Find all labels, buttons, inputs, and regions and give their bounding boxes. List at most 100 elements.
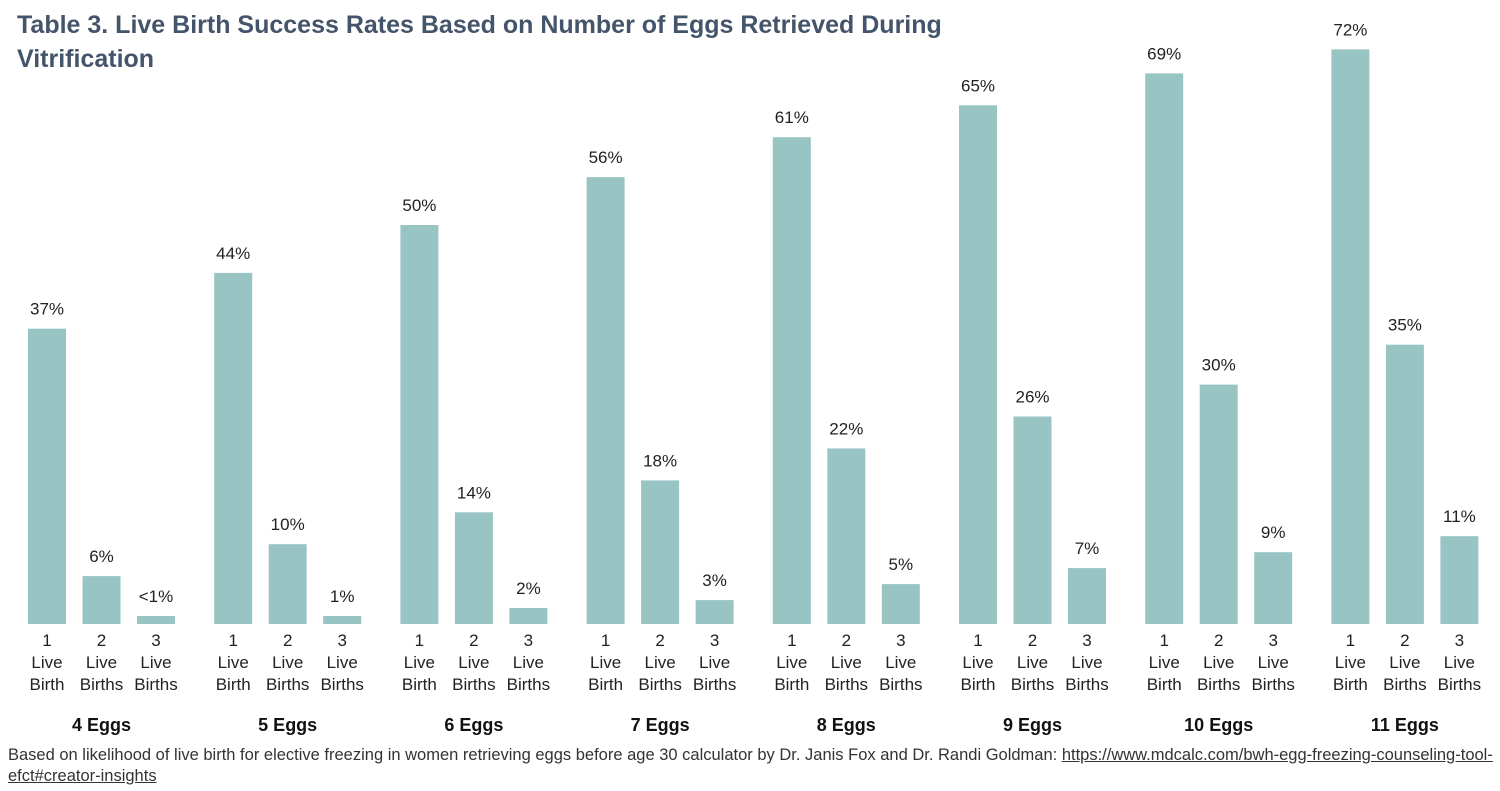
category-label: 3 xyxy=(896,631,905,650)
category-label: Birth xyxy=(402,675,437,694)
group-label: 7 Eggs xyxy=(631,715,690,735)
bar xyxy=(82,576,121,624)
category-label: 2 xyxy=(1028,631,1037,650)
bar xyxy=(1068,568,1106,624)
bar-value-label: 61% xyxy=(775,108,809,127)
bar xyxy=(1254,552,1293,624)
category-label: 2 xyxy=(283,631,292,650)
bar-value-label: 35% xyxy=(1388,316,1422,335)
category-label: Birth xyxy=(961,675,996,694)
bar-value-label: 14% xyxy=(457,483,491,502)
category-label: Birth xyxy=(1147,675,1182,694)
bar-value-label: 26% xyxy=(1015,388,1049,407)
bar xyxy=(1199,384,1238,624)
chart-title: Table 3. Live Birth Success Rates Based … xyxy=(17,11,942,73)
category-label: Birth xyxy=(774,675,809,694)
bar-value-label: 2% xyxy=(516,579,541,598)
bar-value-label: 37% xyxy=(30,300,64,319)
bar-value-label: 65% xyxy=(961,76,995,95)
category-label: Births xyxy=(1065,675,1108,694)
category-label: 3 xyxy=(1455,631,1464,650)
bar-value-label: 56% xyxy=(589,148,623,167)
category-label: 3 xyxy=(710,631,719,650)
category-label: Births xyxy=(825,675,868,694)
bar xyxy=(772,137,811,624)
category-label: 2 xyxy=(842,631,851,650)
category-label: Birth xyxy=(30,675,65,694)
category-label: Births xyxy=(507,675,550,694)
bar-value-label: <1% xyxy=(139,587,174,606)
bar-value-label: 9% xyxy=(1261,523,1286,542)
category-label: 3 xyxy=(337,631,346,650)
category-label: Live xyxy=(885,653,916,672)
source-link[interactable]: https://www.mdcalc.com/bwh-egg-freezing-… xyxy=(8,746,1493,785)
category-label: Births xyxy=(879,675,922,694)
category-label: 2 xyxy=(97,631,106,650)
category-label: Live xyxy=(962,653,993,672)
category-label: Live xyxy=(404,653,435,672)
bar xyxy=(641,480,680,624)
bar-value-label: 44% xyxy=(216,244,250,263)
category-label: 1 xyxy=(1346,631,1355,650)
group-label: 10 Eggs xyxy=(1184,715,1253,735)
bar xyxy=(509,608,548,624)
category-label: Live xyxy=(1258,653,1289,672)
bar-value-label: 3% xyxy=(702,571,727,590)
category-label: Live xyxy=(140,653,171,672)
category-label: Live xyxy=(218,653,249,672)
group-label: 4 Eggs xyxy=(72,715,131,735)
category-label: Births xyxy=(1438,675,1481,694)
bar xyxy=(1385,344,1424,624)
group-label: 6 Eggs xyxy=(444,715,503,735)
category-label: Live xyxy=(1335,653,1366,672)
bar xyxy=(454,512,493,624)
category-label: 2 xyxy=(469,631,478,650)
category-label: Live xyxy=(1071,653,1102,672)
bar xyxy=(1145,73,1184,624)
category-label: Births xyxy=(1011,675,1054,694)
group-label: 5 Eggs xyxy=(258,715,317,735)
category-label: 3 xyxy=(1268,631,1277,650)
category-label: Live xyxy=(513,653,544,672)
bar xyxy=(214,272,253,624)
bar-value-label: 7% xyxy=(1075,539,1100,558)
bar xyxy=(1440,536,1479,624)
category-label: Live xyxy=(776,653,807,672)
category-label: Live xyxy=(1444,653,1475,672)
group-label: 11 Eggs xyxy=(1371,715,1439,735)
bar xyxy=(881,584,920,624)
category-label: Live xyxy=(327,653,358,672)
bar xyxy=(137,616,175,624)
category-label: 1 xyxy=(228,631,237,650)
group-label: 9 Eggs xyxy=(1003,715,1062,735)
category-label: 2 xyxy=(655,631,664,650)
category-label: 1 xyxy=(787,631,796,650)
category-label: Birth xyxy=(588,675,623,694)
category-label: 3 xyxy=(151,631,160,650)
category-label: Live xyxy=(590,653,621,672)
category-label: Live xyxy=(699,653,730,672)
bar-value-label: 18% xyxy=(643,451,677,470)
category-label: 3 xyxy=(524,631,533,650)
bar-value-label: 72% xyxy=(1333,20,1367,39)
category-label: Births xyxy=(693,675,736,694)
category-label: 2 xyxy=(1400,631,1409,650)
category-label: 2 xyxy=(1214,631,1223,650)
bar xyxy=(400,225,439,624)
bar-value-label: 50% xyxy=(402,196,436,215)
category-label: 1 xyxy=(42,631,51,650)
category-label: Live xyxy=(458,653,489,672)
category-label: 1 xyxy=(415,631,424,650)
category-label: Births xyxy=(1383,675,1426,694)
category-label: Live xyxy=(1203,653,1234,672)
bar xyxy=(268,544,307,624)
category-label: Births xyxy=(80,675,123,694)
bar xyxy=(827,448,866,624)
category-label: Births xyxy=(266,675,309,694)
category-label: Live xyxy=(1017,653,1048,672)
category-label: Live xyxy=(1389,653,1420,672)
bar-value-label: 5% xyxy=(889,555,914,574)
category-label: Live xyxy=(31,653,62,672)
bar-value-label: 69% xyxy=(1147,44,1181,63)
bar-value-label: 6% xyxy=(89,547,114,566)
